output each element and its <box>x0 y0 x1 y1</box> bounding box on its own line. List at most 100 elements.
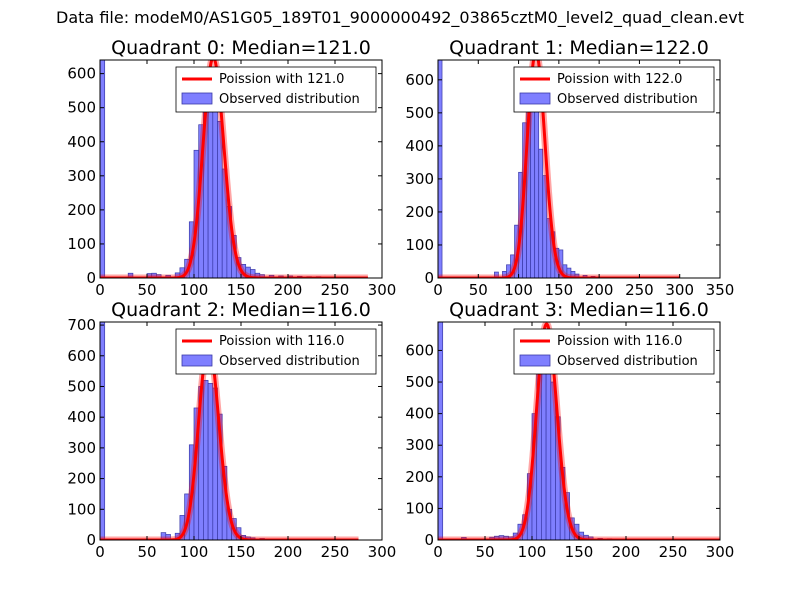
y-tick-label: 500 <box>67 377 96 395</box>
legend-box <box>513 328 715 375</box>
y-tick-label: 300 <box>67 439 96 457</box>
x-tick-label: 50 <box>469 281 488 299</box>
y-tick-label: 400 <box>67 408 96 426</box>
x-tick-label: 300 <box>368 543 397 561</box>
legend-label-bars: Observed distribution <box>557 354 698 369</box>
legend: Poission with 121.0 Observed distribution <box>175 66 377 113</box>
histogram-bar <box>538 148 544 278</box>
histogram-bar <box>207 97 214 278</box>
x-tick-label: 250 <box>659 543 688 561</box>
quadrant-0-title: Quadrant 0: Median=121.0 <box>111 37 371 59</box>
x-tick-label: 0 <box>95 281 105 299</box>
quadrant-0-plot-area <box>100 60 371 278</box>
histogram-bar <box>127 272 134 278</box>
x-tick-label: 250 <box>321 543 350 561</box>
legend: Poission with 116.0 Observed distribution <box>513 328 715 375</box>
x-tick-label: 50 <box>137 281 156 299</box>
x-tick-label: 300 <box>368 281 397 299</box>
legend-box <box>175 328 377 375</box>
x-tick-label: 200 <box>274 543 303 561</box>
legend-label-curve: Poission with 122.0 <box>557 72 682 87</box>
histogram-bar <box>203 379 209 540</box>
legend-bar-swatch <box>519 92 551 105</box>
legend-bar-swatch <box>181 92 213 105</box>
legend-box <box>513 66 715 113</box>
histogram-bar <box>574 273 580 278</box>
legend-label-curve: Poission with 121.0 <box>219 72 344 87</box>
legend-bar-swatch <box>519 354 551 367</box>
x-tick-label: 250 <box>625 281 654 299</box>
histogram-bar <box>100 322 106 540</box>
x-tick-label: 150 <box>227 281 256 299</box>
quadrant-3-panel: Quadrant 3: Median=116.0 0 50 100 150 200 250 3… <box>405 299 734 561</box>
x-tick-label: 250 <box>321 281 350 299</box>
y-tick-label: 400 <box>67 133 96 151</box>
x-tick-label: 0 <box>433 281 443 299</box>
y-tick-label: 0 <box>424 269 434 287</box>
y-tick-label: 0 <box>86 531 96 549</box>
histogram-bar <box>438 60 443 278</box>
x-tick-label: 200 <box>612 543 641 561</box>
legend-box <box>175 66 377 113</box>
poisson-curve <box>438 60 681 278</box>
y-tick-label: 300 <box>405 170 434 188</box>
quadrant-2-title: Quadrant 2: Median=116.0 <box>111 299 371 321</box>
x-tick-label: 100 <box>504 281 533 299</box>
x-tick-label: 300 <box>706 543 735 561</box>
legend: Poission with 116.0 Observed distribution <box>175 328 377 375</box>
y-tick-label: 200 <box>405 468 434 486</box>
histogram-bar <box>541 362 547 540</box>
y-tick-label: 500 <box>67 99 96 117</box>
y-tick-label: 500 <box>405 373 434 391</box>
x-tick-label: 350 <box>706 281 735 299</box>
x-tick-label: 200 <box>274 281 303 299</box>
x-tick-label: 0 <box>433 543 443 561</box>
legend: Poission with 122.0 Observed distribution <box>513 66 715 113</box>
y-tick-label: 600 <box>405 341 434 359</box>
y-tick-label: 700 <box>67 316 96 334</box>
axes-frame <box>437 59 721 279</box>
histogram-bar <box>100 60 106 278</box>
y-tick-label: 300 <box>405 436 434 454</box>
y-tick-label: 400 <box>405 137 434 155</box>
quadrant-0-panel: Quadrant 0: Median=121.0 0 50 100 150 200 250 3… <box>67 37 396 299</box>
histogram-bar <box>212 105 218 278</box>
histogram-bar <box>438 322 444 540</box>
legend-bar-swatch <box>181 354 213 367</box>
y-tick-label: 300 <box>67 167 96 185</box>
quadrant-2-panel: Quadrant 2: Median=116.0 0 50 100 150 200 250 3… <box>67 299 396 561</box>
x-tick-label: 0 <box>95 543 105 561</box>
y-tick-label: 500 <box>405 104 434 122</box>
y-tick-label: 400 <box>405 405 434 423</box>
legend-label-curve: Poission with 116.0 <box>219 334 344 349</box>
y-tick-label: 100 <box>405 236 434 254</box>
x-tick-label: 150 <box>545 281 574 299</box>
quadrant-1-title: Quadrant 1: Median=122.0 <box>449 37 709 59</box>
legend-label-curve: Poission with 116.0 <box>557 334 682 349</box>
legend-label-bars: Observed distribution <box>219 92 360 107</box>
y-tick-label: 0 <box>86 269 96 287</box>
y-tick-label: 0 <box>424 531 434 549</box>
figure-title: Data file: modeM0/AS1G05_189T01_90000004… <box>56 8 744 27</box>
x-tick-label: 150 <box>227 543 256 561</box>
poisson-curve <box>100 343 360 540</box>
y-tick-label: 200 <box>67 470 96 488</box>
x-tick-label: 300 <box>665 281 694 299</box>
poisson-curve <box>100 60 369 278</box>
quadrant-1-panel: Quadrant 1: Median=122.0 0 50 100 150 200 250 3… <box>405 37 734 299</box>
legend-label-bars: Observed distribution <box>219 354 360 369</box>
histogram-bar <box>534 105 540 278</box>
x-tick-label: 100 <box>180 543 209 561</box>
y-tick-label: 200 <box>67 201 96 219</box>
histogram-bar <box>207 383 214 540</box>
y-tick-label: 100 <box>405 499 434 517</box>
y-tick-label: 200 <box>405 203 434 221</box>
x-tick-label: 100 <box>180 281 209 299</box>
x-tick-label: 100 <box>518 543 547 561</box>
legend-label-bars: Observed distribution <box>557 92 698 107</box>
y-tick-label: 600 <box>405 71 434 89</box>
y-tick-label: 100 <box>67 235 96 253</box>
x-tick-label: 50 <box>137 543 156 561</box>
x-tick-label: 200 <box>585 281 614 299</box>
